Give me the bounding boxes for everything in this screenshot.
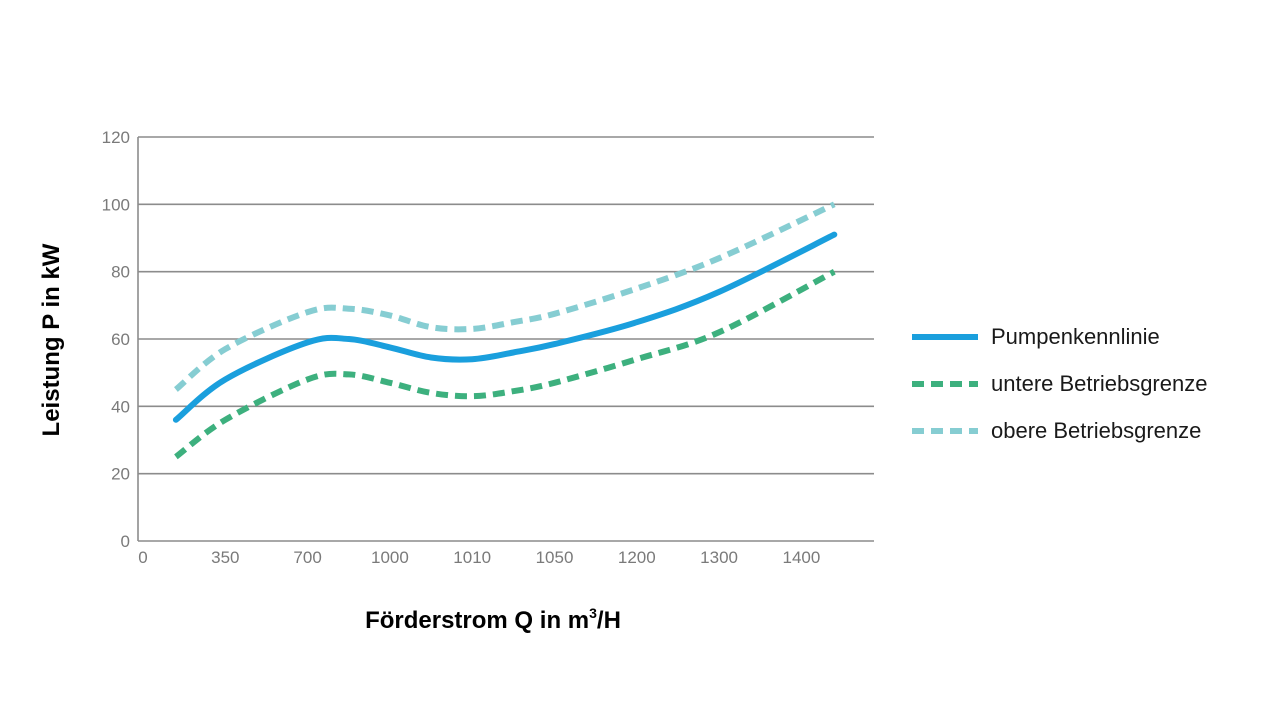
gridlines: [137, 136, 874, 542]
series-lines: [172, 201, 838, 460]
series-line-pumpenkennlinie: [172, 231, 838, 423]
series-line-obere-betriebsgrenze: [173, 201, 836, 392]
x-tick-700: 700: [293, 548, 321, 567]
y-tick-80: 80: [111, 263, 130, 282]
x-tick-1200: 1200: [618, 548, 656, 567]
legend-label-untere-betriebsgrenze: untere Betriebsgrenze: [991, 371, 1207, 396]
x-tick-0: 0: [138, 548, 147, 567]
y-axis-title: Leistung P in kW: [38, 243, 65, 436]
legend-label-pumpenkennlinie: Pumpenkennlinie: [991, 324, 1160, 349]
x-axis-title-main: Förderstrom Q in m: [365, 607, 589, 634]
x-tick-350: 350: [211, 548, 239, 567]
y-tick-60: 60: [111, 330, 130, 349]
x-tick-labels: 0 350 700 1000 1010 1050 1200 1300 1400: [138, 548, 820, 567]
legend-label-obere-betriebsgrenze: obere Betriebsgrenze: [991, 418, 1201, 443]
x-axis-title-tail: /H: [597, 607, 621, 634]
x-tick-1050: 1050: [536, 548, 574, 567]
y-tick-20: 20: [111, 465, 130, 484]
x-axis-title-sup: 3: [589, 605, 597, 621]
x-tick-1400: 1400: [782, 548, 820, 567]
y-tick-labels: 0 20 40 60 80 100 120: [102, 128, 130, 551]
y-tick-0: 0: [121, 532, 130, 551]
series-line-untere-betriebsgrenze: [174, 269, 836, 460]
x-tick-1000: 1000: [371, 548, 409, 567]
x-axis-title: Förderstrom Q in m3/H: [365, 605, 621, 634]
y-tick-120: 120: [102, 128, 130, 147]
x-tick-1300: 1300: [700, 548, 738, 567]
y-tick-100: 100: [102, 195, 130, 214]
y-tick-40: 40: [111, 397, 130, 416]
legend: Pumpenkennlinie untere Betriebsgrenze ober…: [912, 324, 1207, 443]
x-tick-1010: 1010: [453, 548, 491, 567]
